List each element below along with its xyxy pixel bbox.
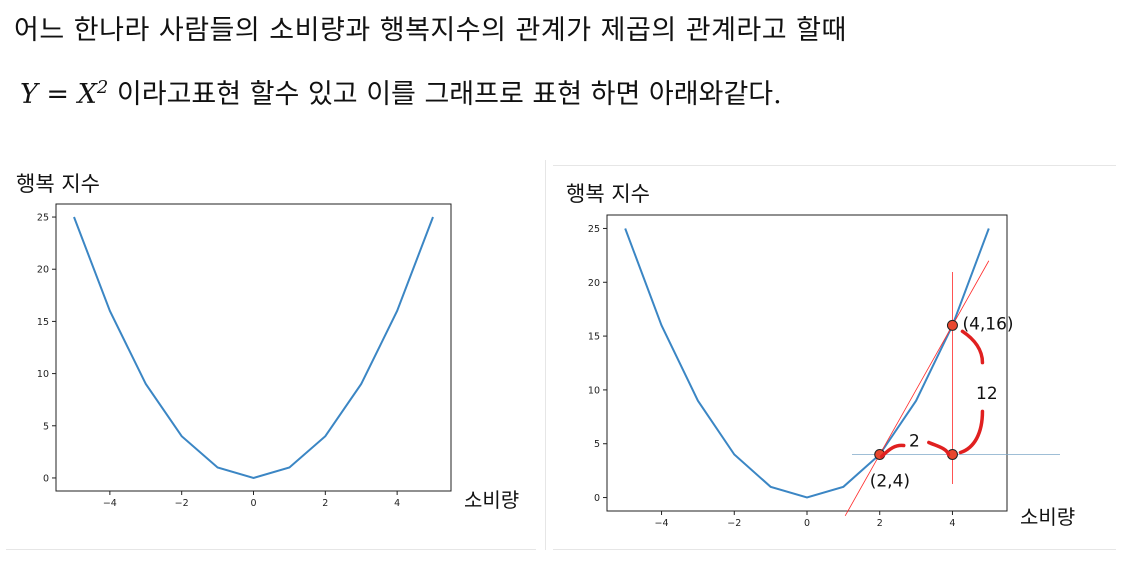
left-chart-xlabel: 소비량 (464, 488, 520, 512)
intro-sentence: 어느 한나라 사람들의 소비량과 행복지수의 관계가 제곱의 관계라고 할때 (14, 15, 847, 46)
rise-bracket-top (960, 329, 985, 365)
formula-exponent: 2 (96, 77, 109, 98)
right-ytick-label: 5 (594, 439, 600, 450)
left-series-line (73, 216, 434, 480)
point-label-2-4: (2,4) (870, 471, 910, 491)
secant-line (844, 260, 990, 517)
formula-explanation: 이라고표현 할수 있고 이를 그래프로 표현 하면 아래와같다. (108, 79, 782, 110)
point-label-4-16: (4,16) (962, 314, 1013, 334)
left-ytick-label: 25 (37, 213, 49, 224)
point-marker (946, 319, 958, 331)
formula: Y = X2 (20, 77, 109, 110)
formula-x: X (77, 79, 97, 110)
right-plot-frame (606, 214, 1008, 512)
formula-sentence: Y = X2 이라고표현 할수 있고 이를 그래프로 표현 하면 아래와같다. (20, 72, 782, 111)
right-bottom-rule (553, 549, 1116, 550)
column-divider (545, 160, 546, 550)
right-xtick-label: −2 (727, 518, 741, 529)
rise-label: 12 (976, 384, 998, 404)
left-xtick-label: −4 (103, 498, 117, 509)
left-ytick-label: 5 (43, 421, 49, 432)
left-chart-ylabel: 행복 지수 (16, 172, 100, 196)
left-ytick-label: 20 (37, 265, 49, 276)
right-series-line (624, 228, 990, 499)
left-ytick-label: 0 (43, 473, 49, 484)
right-ytick-label: 20 (588, 278, 600, 289)
right-chart-xlabel: 소비량 (1020, 505, 1076, 529)
formula-equals: = (37, 79, 78, 110)
left-ytick-label: 10 (37, 369, 49, 380)
formula-y: Y (20, 79, 38, 110)
right-chart-ylabel: 행복 지수 (566, 182, 650, 206)
left-xtick-label: 4 (394, 498, 400, 509)
rise-bracket-bottom (958, 409, 985, 455)
left-xtick-label: 0 (250, 498, 256, 509)
run-bracket-right (927, 440, 951, 457)
right-xtick-label: −4 (655, 518, 669, 529)
right-ytick-label: 25 (588, 224, 600, 235)
right-top-rule (553, 165, 1116, 166)
right-xtick-label: 2 (877, 518, 883, 529)
left-xtick-label: 2 (322, 498, 328, 509)
run-bracket-left (879, 443, 906, 459)
right-xtick-label: 0 (804, 518, 810, 529)
left-bottom-rule (6, 549, 536, 550)
run-label: 2 (909, 431, 920, 451)
right-ytick-label: 0 (594, 493, 600, 504)
right-ytick-label: 15 (588, 332, 600, 343)
right-xtick-label: 4 (949, 518, 955, 529)
right-ytick-label: 10 (588, 385, 600, 396)
left-xtick-label: −2 (175, 498, 189, 509)
left-ytick-label: 15 (37, 317, 49, 328)
